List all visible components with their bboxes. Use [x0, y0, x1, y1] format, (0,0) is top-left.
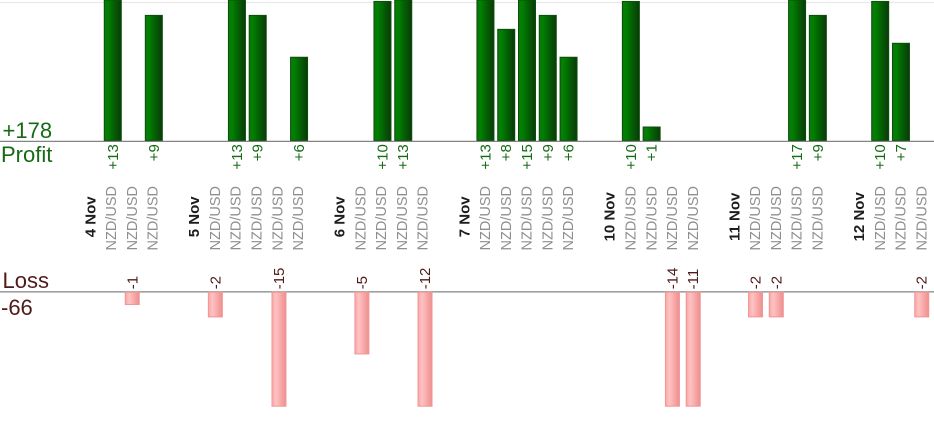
svg-text:+13: +13	[229, 144, 246, 169]
svg-text:10 Nov: 10 Nov	[602, 192, 619, 242]
svg-text:+17: +17	[789, 144, 806, 169]
svg-text:7 Nov: 7 Nov	[456, 196, 473, 238]
svg-text:-2: -2	[914, 276, 931, 289]
svg-text:NZD/USD: NZD/USD	[291, 186, 307, 250]
svg-text:-15: -15	[271, 268, 288, 290]
svg-text:12 Nov: 12 Nov	[851, 192, 868, 242]
svg-text:+1: +1	[644, 144, 661, 161]
svg-text:NZD/USD: NZD/USD	[478, 186, 494, 250]
svg-text:+15: +15	[519, 144, 536, 169]
svg-text:NZD/USD: NZD/USD	[125, 186, 141, 250]
svg-text:-5: -5	[354, 276, 371, 289]
svg-text:NZD/USD: NZD/USD	[894, 186, 910, 250]
svg-text:NZD/USD: NZD/USD	[104, 186, 120, 250]
svg-text:NZD/USD: NZD/USD	[374, 186, 390, 250]
svg-text:+9: +9	[250, 144, 267, 161]
svg-text:NZD/USD: NZD/USD	[250, 186, 266, 250]
svg-text:6 Nov: 6 Nov	[332, 196, 349, 238]
svg-text:NZD/USD: NZD/USD	[353, 186, 369, 250]
svg-text:NZD/USD: NZD/USD	[520, 186, 536, 250]
svg-text:+10: +10	[872, 144, 889, 169]
svg-text:+9: +9	[146, 144, 163, 161]
svg-text:11 Nov: 11 Nov	[726, 192, 743, 241]
svg-text:+10: +10	[623, 144, 640, 169]
svg-text:NZD/USD: NZD/USD	[146, 186, 162, 250]
svg-text:NZD/USD: NZD/USD	[811, 186, 827, 250]
svg-text:+7: +7	[893, 144, 910, 161]
svg-text:NZD/USD: NZD/USD	[270, 186, 286, 250]
svg-text:NZD/USD: NZD/USD	[873, 186, 889, 250]
svg-text:-2: -2	[768, 276, 785, 289]
svg-text:NZD/USD: NZD/USD	[769, 186, 785, 250]
svg-text:-2: -2	[748, 276, 765, 289]
svg-text:NZD/USD: NZD/USD	[229, 186, 245, 250]
svg-text:+10: +10	[375, 144, 392, 169]
svg-text:NZD/USD: NZD/USD	[540, 186, 556, 250]
svg-text:NZD/USD: NZD/USD	[499, 186, 515, 250]
svg-text:NZD/USD: NZD/USD	[790, 186, 806, 250]
svg-text:NZD/USD: NZD/USD	[561, 186, 577, 250]
svg-text:-66: -66	[1, 295, 33, 320]
svg-text:NZD/USD: NZD/USD	[914, 186, 930, 250]
svg-text:Profit: Profit	[1, 142, 52, 167]
svg-text:NZD/USD: NZD/USD	[644, 186, 660, 250]
svg-text:-14: -14	[664, 268, 681, 290]
svg-text:+6: +6	[561, 144, 578, 161]
svg-text:-2: -2	[207, 276, 224, 289]
svg-text:+13: +13	[395, 144, 412, 169]
svg-text:+13: +13	[477, 144, 494, 169]
svg-text:+178: +178	[3, 118, 53, 143]
svg-text:-12: -12	[417, 268, 434, 290]
svg-text:NZD/USD: NZD/USD	[624, 186, 640, 250]
svg-text:-1: -1	[124, 276, 141, 289]
svg-text:NZD/USD: NZD/USD	[665, 186, 681, 250]
svg-text:-11: -11	[685, 269, 702, 290]
svg-text:NZD/USD: NZD/USD	[748, 186, 764, 250]
svg-text:NZD/USD: NZD/USD	[416, 186, 432, 250]
svg-text:4 Nov: 4 Nov	[82, 196, 99, 238]
svg-text:+8: +8	[498, 144, 515, 161]
svg-text:NZD/USD: NZD/USD	[686, 186, 702, 250]
svg-text:+9: +9	[540, 144, 557, 161]
svg-text:5 Nov: 5 Nov	[186, 196, 203, 238]
svg-text:+13: +13	[105, 144, 122, 169]
svg-text:+9: +9	[810, 144, 827, 161]
svg-text:+6: +6	[291, 144, 308, 161]
svg-text:NZD/USD: NZD/USD	[395, 186, 411, 250]
svg-text:Loss: Loss	[3, 268, 49, 293]
svg-text:NZD/USD: NZD/USD	[208, 186, 224, 250]
